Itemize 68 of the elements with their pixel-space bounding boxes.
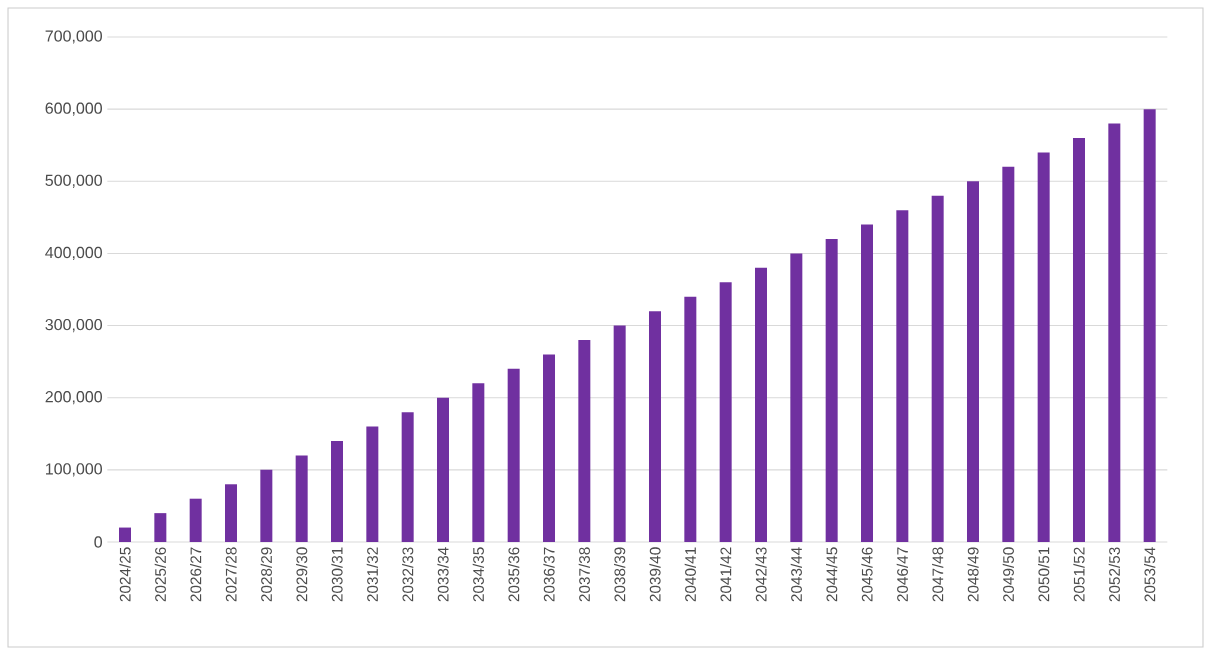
x-tick-label: 2041/42 — [720, 547, 732, 602]
x-tick-label: 2046/47 — [896, 547, 908, 602]
x-tick-label: 2034/35 — [472, 547, 484, 602]
bar — [1037, 152, 1050, 542]
bar — [437, 397, 450, 542]
bar — [154, 513, 167, 542]
bar — [1143, 109, 1156, 542]
x-tick-label: 2043/44 — [790, 547, 802, 602]
x-tick-label: 2049/50 — [1002, 547, 1014, 602]
bar — [1073, 138, 1085, 542]
x-tick-label: 2050/51 — [1038, 547, 1050, 602]
bar — [719, 282, 732, 542]
y-tick-label: 200,000 — [45, 391, 102, 405]
x-tick-label: 2024/25 — [119, 547, 131, 602]
bar — [260, 469, 273, 542]
y-tick-label: 300,000 — [45, 318, 102, 333]
x-tick-label: 2033/34 — [437, 547, 449, 602]
x-tick-label: 2040/41 — [684, 547, 696, 602]
x-tick-label: 2025/26 — [154, 547, 166, 602]
x-tick-label: 2037/38 — [578, 547, 590, 602]
x-tick-label: 2026/27 — [190, 547, 202, 602]
x-tick-label: 2030/31 — [331, 547, 343, 602]
bar — [684, 296, 697, 542]
bar — [366, 426, 379, 542]
y-tick-label: 400,000 — [45, 246, 102, 261]
x-tick-label: 2048/49 — [967, 547, 979, 602]
bar — [613, 325, 626, 542]
bar — [790, 253, 803, 542]
x-tick-label: 2052/53 — [1108, 547, 1120, 602]
y-tick-label: 100,000 — [46, 463, 102, 477]
x-tick-label: 2032/33 — [402, 547, 414, 602]
bar — [119, 527, 132, 542]
bar — [861, 224, 873, 542]
x-tick-label: 2036/37 — [543, 547, 555, 602]
bar — [331, 440, 343, 542]
x-tick-label: 2042/43 — [755, 547, 767, 602]
x-tick-label: 2051/52 — [1073, 547, 1085, 602]
x-tick-label: 2047/48 — [932, 547, 944, 602]
bar — [401, 412, 414, 542]
x-tick-label: 2045/46 — [861, 547, 873, 602]
x-tick-label: 2035/36 — [508, 547, 520, 602]
y-tick-label: 600,000 — [45, 102, 102, 116]
bar — [896, 210, 909, 542]
x-tick-label: 2029/30 — [296, 547, 308, 602]
bar — [755, 267, 767, 542]
x-tick-label: 2031/32 — [366, 547, 378, 602]
bar — [295, 455, 308, 542]
bar — [1108, 123, 1121, 542]
x-tick-label: 2039/40 — [649, 547, 661, 602]
y-tick-label: 700,000 — [45, 30, 102, 44]
x-tick-label: 2053/54 — [1144, 547, 1156, 602]
bar — [1002, 166, 1015, 542]
bar — [507, 368, 520, 542]
bar — [543, 354, 555, 542]
bar — [967, 181, 979, 542]
x-tick-label: 2038/39 — [614, 547, 626, 602]
y-tick-label: 0 — [94, 536, 103, 548]
bar — [825, 238, 838, 542]
x-tick-label: 2028/29 — [260, 547, 272, 602]
bar — [189, 498, 202, 542]
bar — [649, 311, 661, 542]
x-tick-label: 2027/28 — [225, 547, 237, 602]
bar — [225, 484, 238, 542]
bar — [472, 383, 485, 542]
y-tick-label: 500,000 — [45, 174, 102, 188]
bar — [931, 195, 944, 542]
bar — [578, 339, 591, 542]
x-tick-label: 2044/45 — [826, 547, 838, 602]
